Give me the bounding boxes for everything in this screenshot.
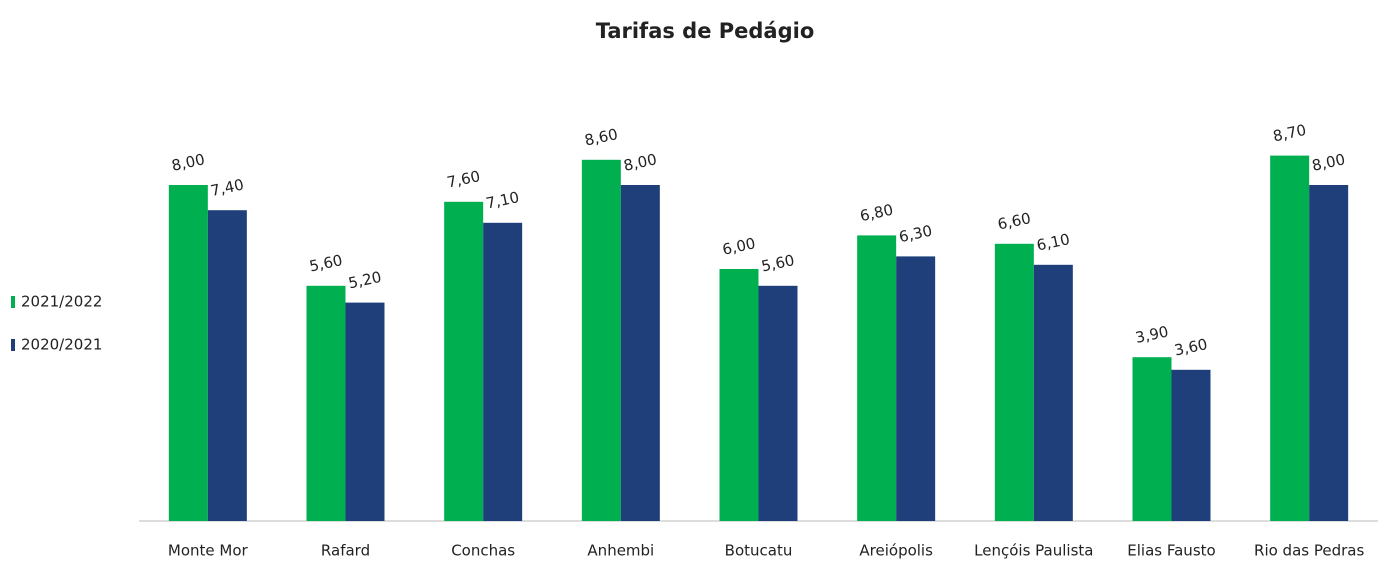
bar <box>719 269 759 521</box>
bar <box>581 159 621 522</box>
x-tick-label: Areiópolis <box>859 542 933 560</box>
x-tick-label: Rio das Pedras <box>1254 542 1364 560</box>
legend-label: 2020/2021 <box>21 336 102 354</box>
value-label: 8,00 <box>622 150 658 175</box>
value-label: 7,40 <box>209 175 245 200</box>
value-label: 8,60 <box>583 125 619 150</box>
value-label: 5,60 <box>760 251 796 276</box>
legend-label: 2021/2022 <box>21 293 102 311</box>
value-label: 5,60 <box>308 251 344 276</box>
legend-swatch <box>11 339 15 351</box>
bar <box>345 302 385 521</box>
x-tick-label: Rafard <box>321 542 370 560</box>
value-label: 7,10 <box>484 188 520 213</box>
value-label: 8,00 <box>170 150 206 175</box>
value-label: 5,20 <box>347 268 383 293</box>
value-label: 7,60 <box>445 167 481 192</box>
value-label: 3,60 <box>1173 335 1209 360</box>
bar <box>1309 185 1349 521</box>
x-tick-label: Anhembi <box>587 542 654 560</box>
bar <box>1033 264 1073 521</box>
bar <box>758 285 798 521</box>
bar <box>306 285 346 521</box>
value-label: 6,00 <box>721 234 757 259</box>
x-tick-label: Elias Fausto <box>1127 542 1215 560</box>
x-tick-label: Lençóis Paulista <box>974 542 1093 560</box>
bar <box>207 210 247 521</box>
value-label: 6,80 <box>858 201 894 226</box>
bar <box>1132 357 1172 521</box>
chart-title: Tarifas de Pedágio <box>596 19 815 43</box>
value-label: 8,00 <box>1310 150 1346 175</box>
bar <box>896 256 936 521</box>
bar <box>483 222 523 522</box>
value-label: 6,60 <box>996 209 1032 234</box>
x-tick-label: Botucatu <box>725 542 793 560</box>
bar <box>444 201 484 522</box>
bar <box>857 235 897 521</box>
bar <box>620 185 660 521</box>
legend-swatch <box>11 296 15 308</box>
x-tick-label: Monte Mor <box>168 542 249 560</box>
value-label: 6,10 <box>1035 230 1071 255</box>
bar <box>1270 155 1310 521</box>
value-label: 3,90 <box>1134 322 1170 347</box>
value-label: 8,70 <box>1271 121 1307 146</box>
bar <box>168 185 208 521</box>
x-tick-label: Conchas <box>451 542 515 560</box>
bar <box>994 243 1034 522</box>
value-label: 6,30 <box>897 222 933 247</box>
bar <box>1171 369 1211 521</box>
